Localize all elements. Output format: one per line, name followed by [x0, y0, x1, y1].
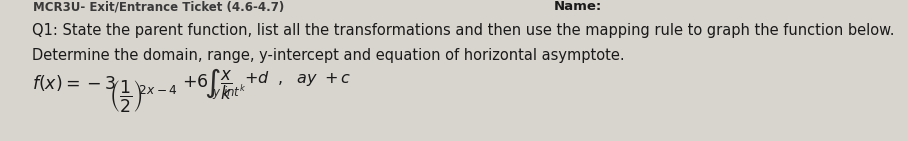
Text: MCR3U- Exit/Entrance Ticket (4.6-4.7): MCR3U- Exit/Entrance Ticket (4.6-4.7) [33, 0, 284, 13]
Text: $\left(\dfrac{1}{2}\right)^{\!\!2x-4}$: $\left(\dfrac{1}{2}\right)^{\!\!2x-4}$ [109, 78, 178, 114]
Text: $+6$: $+6$ [182, 73, 209, 91]
Text: Q1: State the parent function, list all the transformations and then use the map: Q1: State the parent function, list all … [32, 23, 894, 38]
Text: Determine the domain, range, y-intercept and equation of horizontal asymptote.: Determine the domain, range, y-intercept… [32, 48, 625, 63]
Text: $+d\ \ ,\ \ ay\ +c$: $+d\ \ ,\ \ ay\ +c$ [243, 69, 350, 88]
Text: $f(x) = -3$: $f(x) = -3$ [32, 73, 116, 93]
Text: $y\ \mathit{int}^k$: $y\ \mathit{int}^k$ [212, 83, 246, 102]
Text: $\int$: $\int$ [204, 67, 221, 100]
Text: $\dfrac{x}{k}$: $\dfrac{x}{k}$ [220, 69, 232, 102]
Text: Name:: Name: [554, 0, 602, 13]
